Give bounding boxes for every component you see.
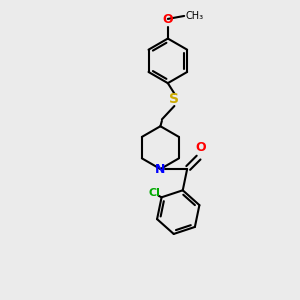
Text: Cl: Cl (148, 188, 160, 198)
Text: S: S (169, 92, 179, 106)
Text: O: O (163, 14, 173, 26)
Text: N: N (155, 163, 166, 176)
Text: O: O (196, 142, 206, 154)
Text: CH₃: CH₃ (186, 11, 204, 21)
